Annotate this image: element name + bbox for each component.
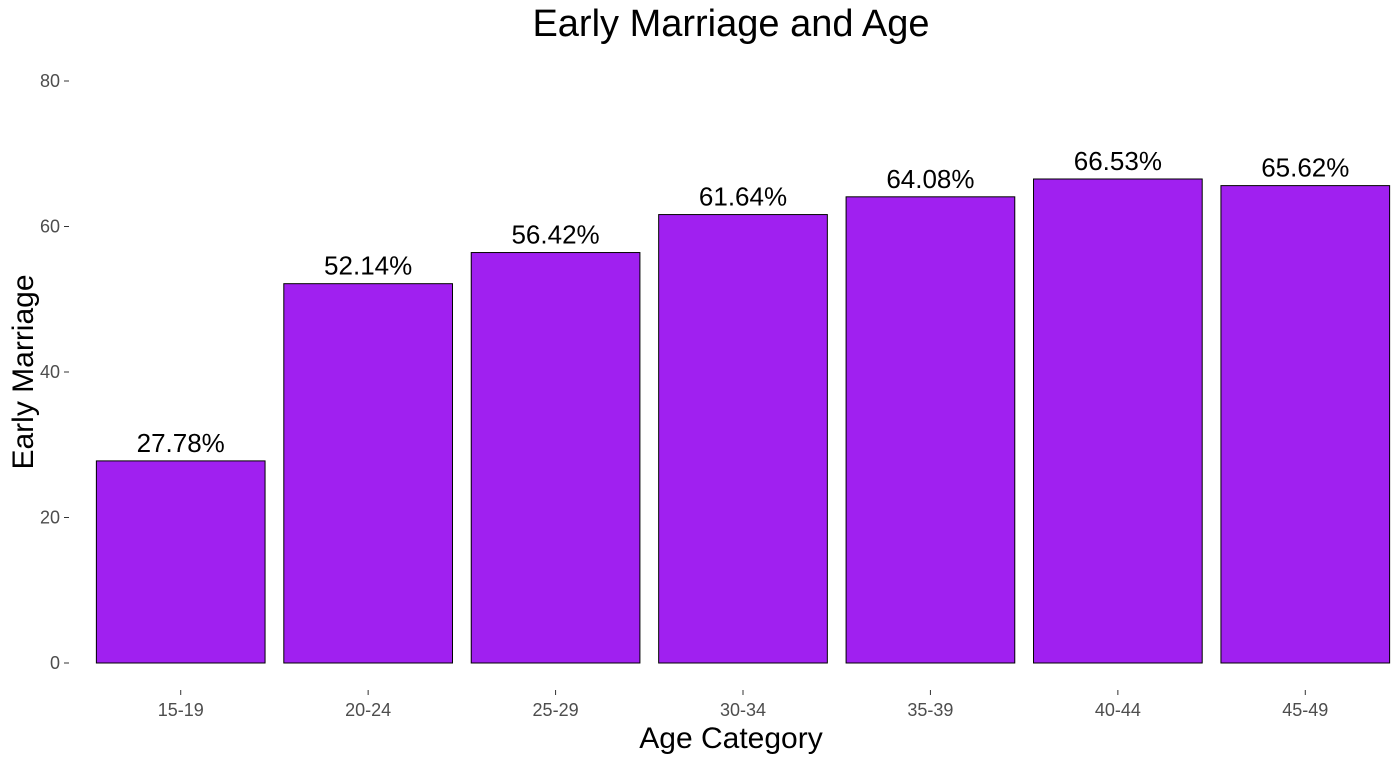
y-axis: 0 20 40 60 80: [40, 71, 69, 673]
data-labels: 27.78% 52.14% 56.42% 61.64% 64.08% 66.53% 65.6…: [137, 146, 1350, 458]
data-label: 27.78%: [137, 428, 225, 458]
bar-45-49: [1220, 185, 1391, 664]
x-tick-label: 35-39: [907, 700, 953, 720]
x-tick-label: 15-19: [158, 700, 204, 720]
data-label: 64.08%: [886, 164, 974, 194]
bars: [95, 178, 1391, 664]
bar-20-24: [283, 283, 453, 664]
data-label: 56.42%: [511, 220, 599, 250]
data-label: 61.64%: [699, 182, 787, 212]
x-axis-title: Age Category: [639, 722, 822, 755]
x-tick-label: 20-24: [345, 700, 391, 720]
y-axis-title: Early Marriage: [7, 274, 40, 469]
bar-40-44: [1033, 178, 1203, 664]
y-tick-label: 40: [40, 362, 60, 382]
chart-title: Early Marriage and Age: [532, 3, 929, 45]
bar-30-34: [658, 214, 828, 664]
data-label: 66.53%: [1074, 146, 1162, 176]
x-tick-label: 45-49: [1282, 700, 1328, 720]
y-tick-label: 20: [40, 508, 60, 528]
y-tick-label: 80: [40, 71, 60, 91]
data-label: 65.62%: [1261, 153, 1349, 183]
bar-35-39: [845, 196, 1016, 664]
x-tick-label: 25-29: [533, 700, 579, 720]
y-tick-label: 0: [50, 653, 60, 673]
bar-15-19: [95, 460, 266, 664]
x-axis: 15-19 20-24 25-29 30-34 35-39 40-44 45-49: [158, 690, 1328, 720]
x-tick-label: 30-34: [720, 700, 766, 720]
bar-25-29: [470, 252, 641, 664]
data-label: 52.14%: [324, 251, 412, 281]
x-tick-label: 40-44: [1095, 700, 1141, 720]
y-tick-label: 60: [40, 217, 60, 237]
